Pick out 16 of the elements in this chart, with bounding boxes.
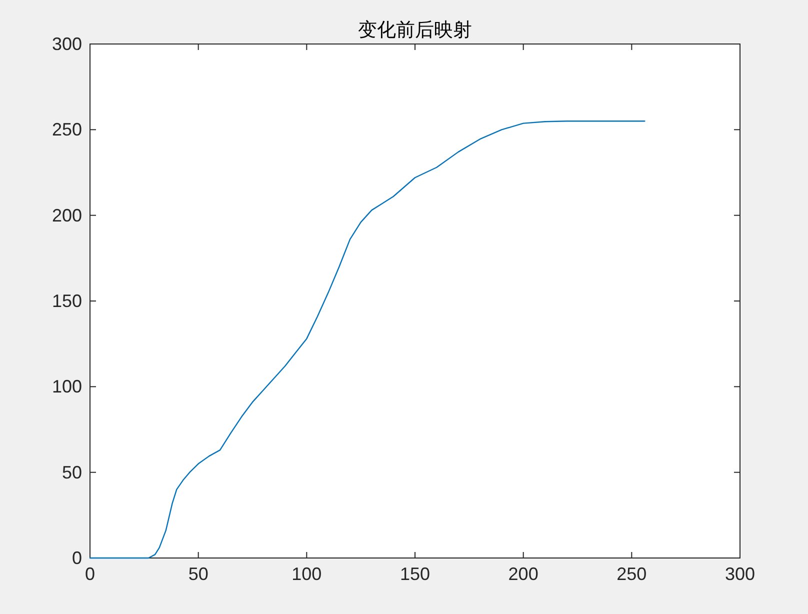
x-tick-label: 250: [616, 564, 647, 584]
y-tick-label: 50: [62, 462, 82, 482]
y-tick-label: 250: [52, 120, 82, 140]
y-tick-label: 150: [52, 291, 82, 311]
y-tick-label: 0: [72, 548, 82, 568]
y-tick-label: 200: [52, 205, 82, 226]
x-tick-label: 300: [724, 564, 756, 584]
x-tick-label: 100: [292, 564, 322, 584]
y-tick-label: 100: [52, 376, 82, 397]
x-tick-label: 150: [400, 564, 430, 584]
chart-title: 变化前后映射: [358, 19, 472, 41]
line-series: [89, 120, 646, 559]
x-tick-label: 50: [188, 564, 208, 584]
y-tick-label: 300: [52, 34, 82, 54]
x-tick-label: 0: [84, 564, 96, 584]
x-tick-label: 200: [508, 564, 538, 584]
